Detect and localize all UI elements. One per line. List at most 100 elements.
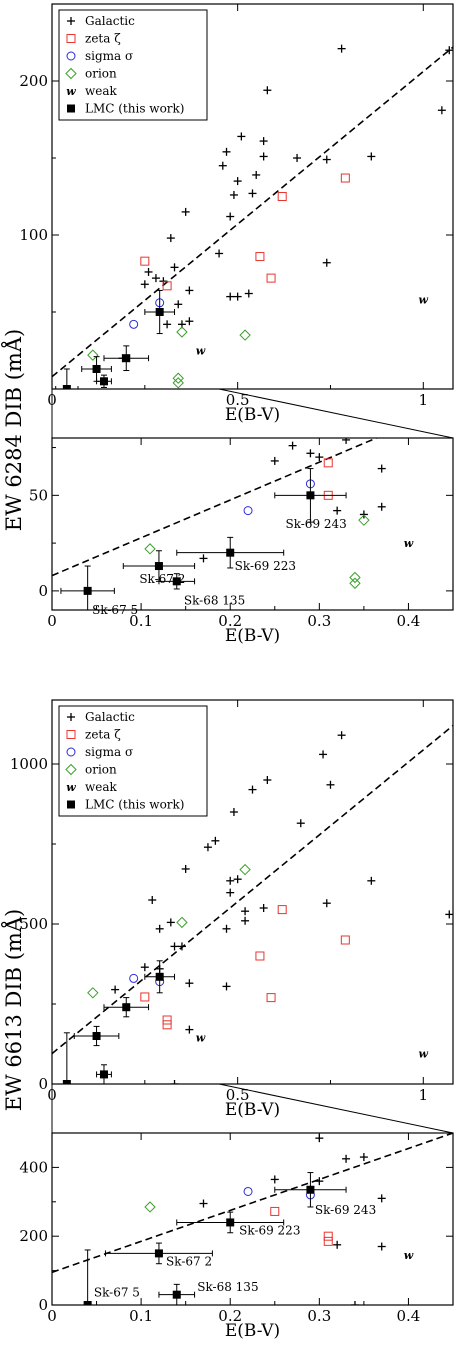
data-point-galactic xyxy=(315,453,324,462)
data-point-orion xyxy=(176,326,188,338)
data-point-galactic xyxy=(445,46,453,55)
legend-label-galactic: Galactic xyxy=(85,14,135,28)
data-point-galactic xyxy=(226,888,235,897)
fit-line xyxy=(52,724,453,1055)
data-point-zeta xyxy=(162,281,172,291)
series-orion xyxy=(87,863,251,999)
data-point-galactic xyxy=(248,785,257,794)
data-point-galactic xyxy=(319,750,328,759)
data-point-orion xyxy=(172,377,184,389)
zoom-connector-p6284_zoom xyxy=(51,388,454,439)
y-axis-title-6613: EW 6613 DIB (mÅ) xyxy=(1,909,26,1111)
data-point-weak: w xyxy=(419,294,429,307)
data-point-galactic xyxy=(237,132,246,141)
data-point-weak: w xyxy=(404,1249,414,1262)
y-tick-label: 200 xyxy=(19,72,48,90)
data-point-galactic xyxy=(140,963,149,972)
legend-marker-zeta xyxy=(66,730,76,739)
data-point-orion xyxy=(349,571,361,584)
data-point-lmc xyxy=(122,1003,131,1012)
data-point-galactic xyxy=(111,985,120,994)
x-axis-title: E(B-V) xyxy=(225,405,280,425)
x-tick-label: 0.3 xyxy=(307,1307,331,1325)
data-point-galactic xyxy=(241,916,250,925)
data-point-lmc xyxy=(172,1290,181,1299)
data-point-orion xyxy=(358,514,370,526)
y-tick-label: 200 xyxy=(19,1227,48,1245)
data-point-galactic xyxy=(333,1240,342,1249)
data-point-weak: w xyxy=(419,1048,429,1061)
data-point-galactic xyxy=(199,554,208,563)
data-point-galactic xyxy=(185,286,194,295)
series-weak: w xyxy=(404,537,414,550)
data-point-sigma xyxy=(129,973,139,983)
plot-frame xyxy=(51,437,454,611)
data-point-galactic xyxy=(367,152,376,161)
x-tick-label: 0.2 xyxy=(218,612,242,630)
data-point-galactic xyxy=(337,731,346,740)
plot-frame xyxy=(51,1132,454,1306)
series-galactic xyxy=(199,1134,386,1305)
plot-area-p6284_zoom: w xyxy=(52,438,414,610)
x-axis-title: E(B-V) xyxy=(225,626,280,646)
data-point-galactic xyxy=(233,177,242,186)
star-label: Sk-67 5 xyxy=(92,603,138,617)
star-label: Sk-68 135 xyxy=(197,1280,258,1294)
fit-line xyxy=(52,46,453,378)
zoom-connector-right xyxy=(218,388,454,439)
data-point-lmc xyxy=(226,1218,235,1227)
data-point-zeta xyxy=(140,992,150,1002)
data-point-lmc xyxy=(92,1032,101,1040)
legend-marker-orion xyxy=(65,763,77,776)
data-point-lmc xyxy=(154,562,163,571)
data-point-galactic xyxy=(233,875,242,884)
data-point-orion xyxy=(349,577,361,589)
series-lmc xyxy=(62,960,176,1084)
data-point-zeta xyxy=(270,1206,280,1216)
data-point-galactic xyxy=(359,510,368,519)
data-point-weak: w xyxy=(404,537,414,550)
series-sigma xyxy=(243,1186,315,1200)
legend-marker-orion xyxy=(65,67,77,80)
legend-marker-lmc xyxy=(67,104,75,113)
y-tick-label: 50 xyxy=(29,486,48,504)
series-galactic xyxy=(199,438,386,563)
star-label: Sk-67 2 xyxy=(166,1254,212,1268)
data-point-galactic xyxy=(367,876,376,885)
plot-area-p6613_zoom: w xyxy=(52,1133,453,1305)
data-point-galactic xyxy=(203,843,212,852)
data-point-zeta xyxy=(255,252,265,262)
series-zeta xyxy=(140,173,350,291)
data-point-galactic xyxy=(170,263,179,272)
data-point-orion xyxy=(176,916,188,929)
star-label: Sk-69 223 xyxy=(235,559,296,573)
y-tick-label: 0 xyxy=(38,582,48,600)
plot-frame xyxy=(51,699,454,1085)
data-point-galactic xyxy=(166,918,175,927)
data-point-galactic xyxy=(185,979,194,988)
data-point-galactic xyxy=(333,506,342,515)
data-point-galactic xyxy=(342,1154,351,1163)
data-point-zeta xyxy=(266,993,276,1003)
data-point-galactic xyxy=(322,899,331,908)
data-point-galactic xyxy=(226,212,235,221)
data-point-sigma xyxy=(129,319,139,329)
data-point-galactic xyxy=(177,942,186,951)
x-tick-label: 1 xyxy=(419,1086,429,1104)
data-point-lmc xyxy=(99,1070,108,1079)
data-point-galactic xyxy=(229,190,238,199)
legend-box xyxy=(58,9,208,121)
data-point-galactic xyxy=(163,320,172,329)
data-point-galactic xyxy=(259,904,268,912)
x-axis-title: E(B-V) xyxy=(225,1100,280,1120)
data-point-galactic xyxy=(185,1025,194,1034)
data-point-zeta xyxy=(277,192,287,201)
data-point-orion xyxy=(87,987,99,999)
star-label: Sk-67 5 xyxy=(94,1285,140,1299)
data-point-galactic xyxy=(222,924,231,933)
data-point-lmc xyxy=(154,1249,163,1258)
data-point-orion xyxy=(239,329,251,341)
data-point-galactic xyxy=(306,449,315,458)
